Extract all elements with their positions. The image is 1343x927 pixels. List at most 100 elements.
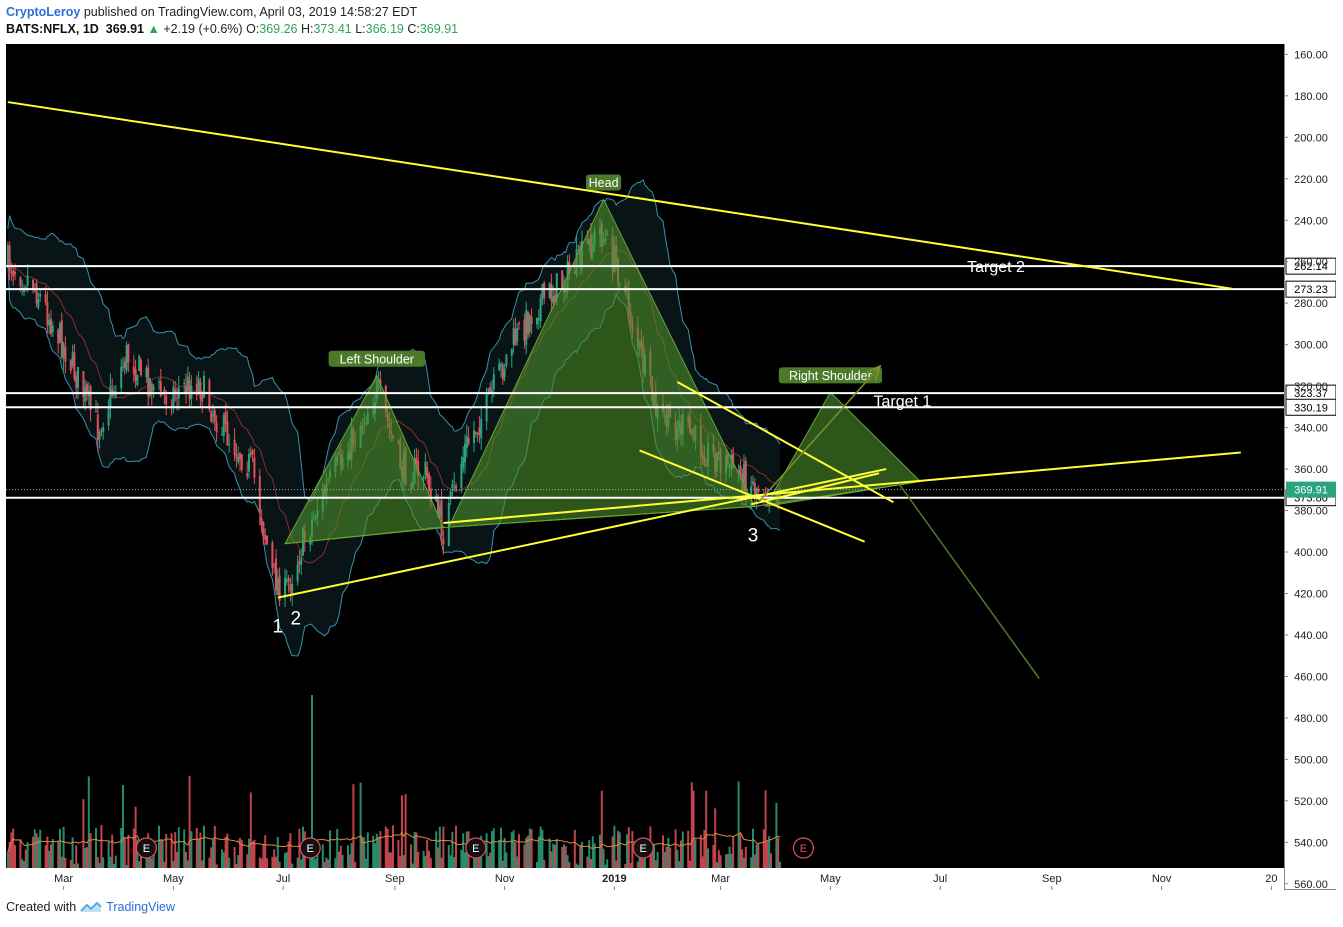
candle-body <box>186 376 189 392</box>
volume-bar <box>705 790 708 885</box>
volume-bar <box>127 834 130 885</box>
price-tick-label: 180.00 <box>1294 91 1328 103</box>
author-link[interactable]: CryptoLeroy <box>6 5 81 19</box>
volume-bar <box>170 833 173 885</box>
candle <box>426 461 429 485</box>
candle-body <box>289 583 292 591</box>
candle <box>147 358 150 406</box>
candle-body <box>12 270 15 277</box>
candle <box>478 415 481 444</box>
candle <box>107 399 110 431</box>
candle-body <box>248 454 250 472</box>
price-tick-label: 260.00 <box>1294 257 1328 269</box>
left-shoulder-label-box <box>328 350 425 367</box>
volume-bar <box>498 839 501 885</box>
candle-body <box>478 427 481 435</box>
volume-bar <box>311 695 313 885</box>
candle-body <box>548 283 551 299</box>
candle <box>739 459 742 480</box>
candle <box>536 317 538 329</box>
candle <box>577 244 580 252</box>
price-level-label: 262.14 <box>1294 261 1328 273</box>
candle <box>501 362 504 385</box>
candle-body <box>158 381 160 383</box>
volume-bar <box>174 832 177 885</box>
candle-body <box>503 369 506 378</box>
candle <box>460 456 463 493</box>
candle <box>300 548 303 575</box>
candle-body <box>185 385 187 394</box>
volume-bar <box>552 843 555 885</box>
volume-bar <box>473 838 475 885</box>
candle-body <box>276 578 279 596</box>
volume-bar <box>755 844 758 885</box>
candle-body <box>8 245 11 271</box>
candle <box>8 241 11 281</box>
candle <box>228 433 231 453</box>
candle-body <box>527 312 529 335</box>
volume-bar <box>541 829 544 885</box>
volume-bar <box>177 827 180 885</box>
candle <box>285 569 288 586</box>
candle-body <box>422 476 425 479</box>
candle <box>195 375 198 401</box>
candle-body <box>273 563 276 565</box>
volume-bar <box>591 836 594 885</box>
volume-bar <box>363 837 366 885</box>
candle <box>527 310 529 340</box>
earnings-icon <box>299 837 321 859</box>
volume-bar <box>451 831 454 885</box>
volume-bar <box>455 825 457 885</box>
volume-bar <box>312 846 315 885</box>
candle-body <box>71 352 74 366</box>
time-tick-label: Mar <box>711 873 730 885</box>
volume-bar <box>379 831 382 885</box>
candle <box>186 366 189 393</box>
candle-body <box>73 352 76 379</box>
candle <box>86 381 88 401</box>
price-tick-label: 560.00 <box>1294 879 1328 890</box>
volume-bar <box>359 782 362 885</box>
volume-bar <box>262 843 265 885</box>
candle <box>222 412 225 443</box>
volume-bar <box>415 832 418 885</box>
trendline <box>277 468 887 599</box>
tradingview-link[interactable]: TradingView <box>106 900 175 914</box>
candle <box>514 317 517 346</box>
volume-bar <box>33 829 36 885</box>
candle <box>262 520 265 545</box>
time-tick-label: Nov <box>495 873 515 885</box>
candle-body <box>514 328 517 346</box>
candle-body <box>98 431 101 440</box>
volume-bar <box>465 831 468 885</box>
candle <box>163 386 166 405</box>
volume-bar <box>703 830 706 885</box>
volume-bar <box>289 833 292 885</box>
candle-body <box>550 283 553 301</box>
close-label: C: <box>407 22 420 36</box>
volume-bar <box>87 776 90 885</box>
volume-bar <box>764 790 767 885</box>
chart-area[interactable]: E E E E E Left Shoulder Head Right Shoulder 262.… <box>6 44 1337 891</box>
candle-body <box>480 418 483 439</box>
symbol-label[interactable]: BATS:NFLX, 1D <box>6 22 99 36</box>
volume-bar <box>392 825 394 885</box>
volume-bar <box>14 845 16 885</box>
last-price-box <box>1286 481 1336 498</box>
volume-bar <box>350 843 353 885</box>
candle-body <box>161 393 164 395</box>
candle <box>528 313 531 338</box>
volume-bar <box>50 844 52 885</box>
candle-body <box>251 450 254 455</box>
candle-body <box>275 558 277 591</box>
volume-bar <box>712 844 715 885</box>
candle-body <box>737 470 740 474</box>
candle-body <box>498 363 501 371</box>
price-tick-label: 240.00 <box>1294 215 1328 227</box>
price-chart[interactable]: E E E E E Left Shoulder Head Right Shoulder 262.… <box>6 44 1337 891</box>
volume-bar <box>491 831 493 885</box>
candle <box>438 499 441 519</box>
candle <box>523 313 526 349</box>
price-axis: 160.00 180.00 200.00 220.00 240.00 260.00 280.… <box>1284 49 1328 891</box>
candle-body <box>109 385 112 407</box>
